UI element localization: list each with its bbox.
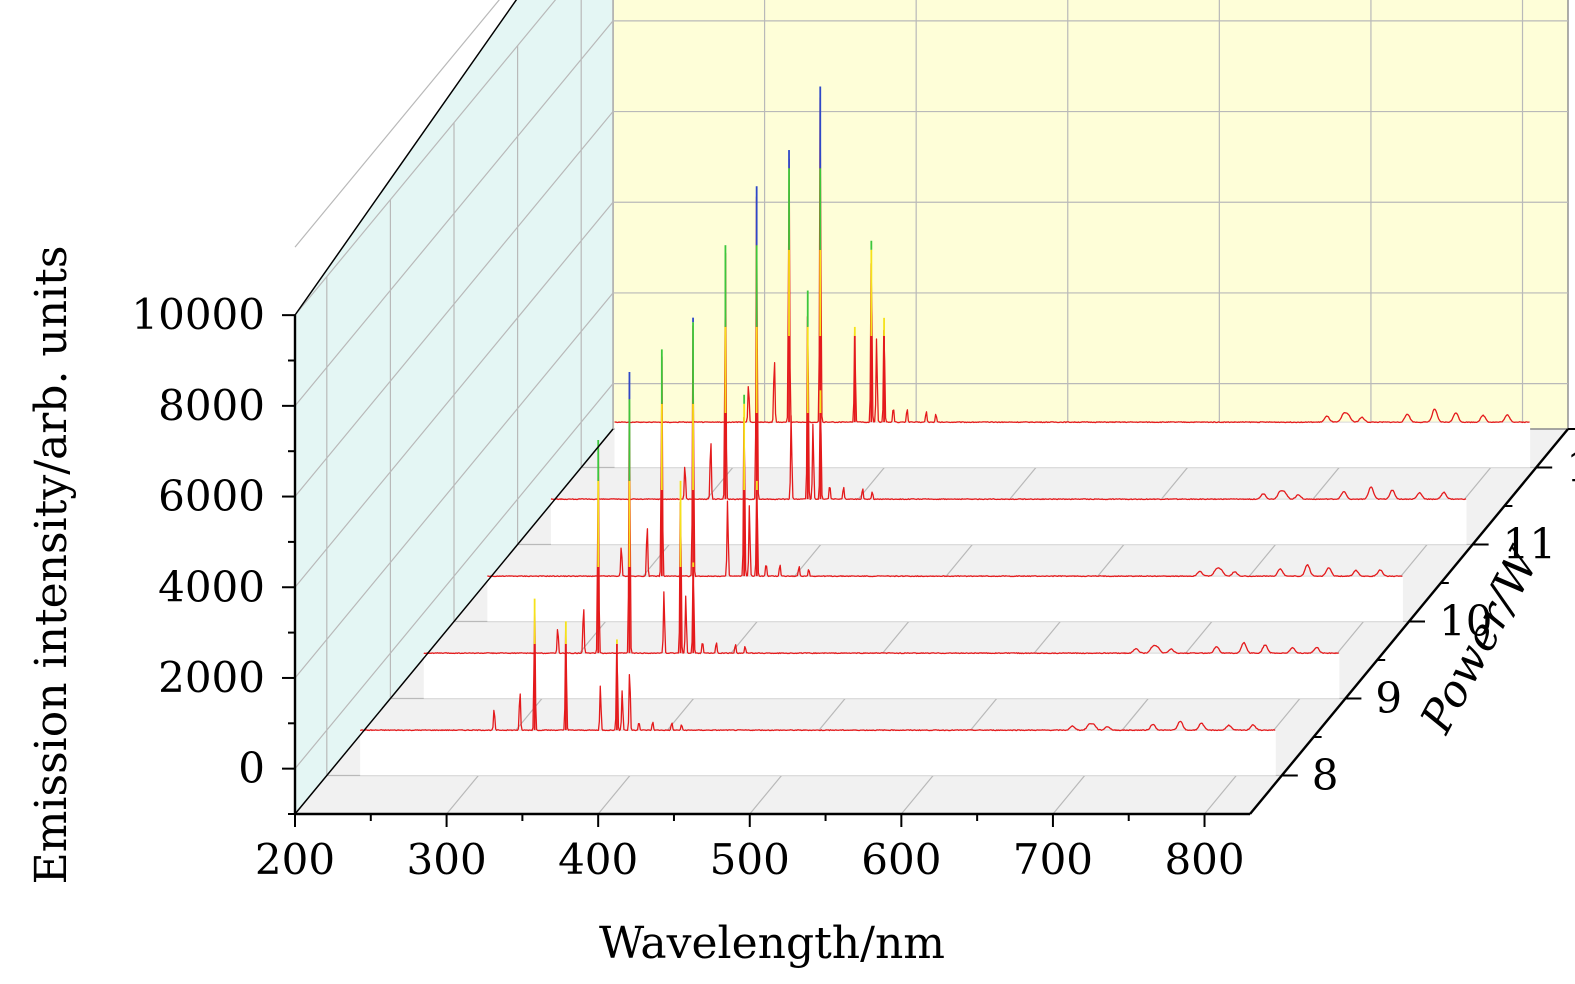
y-tick-label-10000: 10000 xyxy=(131,290,265,339)
z-tick-label-8: 8 xyxy=(1312,751,1339,800)
spectrum-line-11w xyxy=(550,196,1467,501)
y-tick-label-6000: 6000 xyxy=(158,472,265,521)
floor-left-edge xyxy=(294,428,614,815)
spectrum-line-12w xyxy=(614,96,1530,424)
x-tick-label-700: 700 xyxy=(1013,835,1093,884)
spectrum-line-10w xyxy=(487,325,1403,578)
z-tick-label-12: 12 xyxy=(1566,443,1575,492)
z-tick-label-11: 11 xyxy=(1503,520,1556,569)
z-tick-label-10: 10 xyxy=(1439,597,1492,646)
x-tick-label-500: 500 xyxy=(710,835,790,884)
series-12w xyxy=(614,86,1531,468)
ribbon-10w xyxy=(487,576,1403,622)
ribbon-9w xyxy=(423,653,1340,699)
x-tick-label-800: 800 xyxy=(1164,835,1244,884)
y-tick-label-2000: 2000 xyxy=(158,653,265,702)
spectrum-line-8w xyxy=(360,602,1276,732)
y-gridline-10000 xyxy=(294,0,557,316)
z-tick-label-9: 9 xyxy=(1375,674,1402,723)
y-tick-label-0: 0 xyxy=(238,744,265,793)
series-8w xyxy=(360,598,1276,776)
ribbon-8w xyxy=(360,730,1276,776)
y-tick-label-8000: 8000 xyxy=(158,381,265,430)
series-10w xyxy=(487,317,1403,622)
x-tick-label-200: 200 xyxy=(255,835,335,884)
side-wall-top-edge xyxy=(294,0,518,316)
spectrum-line-9w xyxy=(423,380,1339,655)
spectra-layer xyxy=(360,86,1531,776)
y-axis-title: Emission intensity/arb. units xyxy=(26,246,77,885)
chart-axes: 0 2000 4000 6000 8000 10000 200 300 400 500 600 700… xyxy=(131,0,1575,884)
x-tick-label-600: 600 xyxy=(861,835,941,884)
series-9w xyxy=(423,371,1340,699)
y-gridline-11500 xyxy=(294,0,500,248)
y-tick-label-4000: 4000 xyxy=(158,562,265,611)
ribbon-11w xyxy=(550,499,1467,545)
x-axis-title: Wavelength/nm xyxy=(599,918,945,969)
x-tick-label-400: 400 xyxy=(558,835,638,884)
series-11w xyxy=(550,186,1467,545)
x-tick-label-300: 300 xyxy=(407,835,487,884)
ribbon-12w xyxy=(614,422,1531,468)
